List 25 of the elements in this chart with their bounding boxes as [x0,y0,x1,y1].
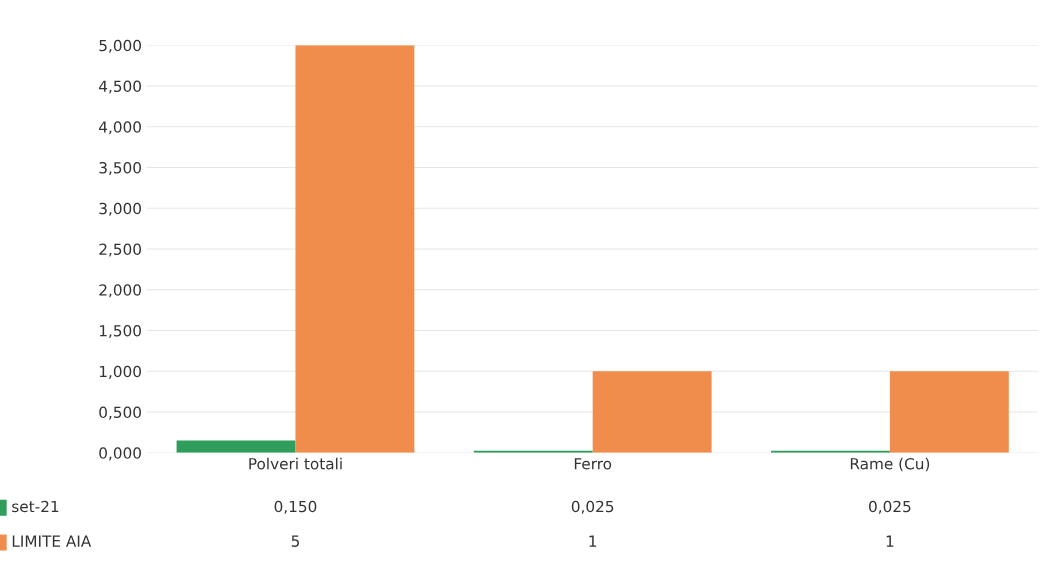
x-tick-label: Ferro [574,458,612,470]
data-label: 5 [291,535,299,547]
y-tick-label: 5,000 [99,39,141,53]
y-tick-label: 2,500 [99,243,141,257]
bar [592,371,712,453]
legend-label: LIMITE AIA [12,535,92,547]
data-label: 0,150 [274,500,317,514]
bar [295,45,415,453]
y-tick-label: 4,500 [99,80,141,94]
x-tick-label: Rame (Cu) [850,457,930,472]
y-tick-label: 0,500 [99,406,141,420]
data-label: 0,025 [571,500,614,514]
bar [889,371,1009,453]
legend-label: set-21 [12,500,59,513]
y-tick-label: 0,000 [99,447,141,461]
y-tick-label: 3,500 [99,162,141,176]
x-tick-label: Polveri totali [249,457,342,470]
y-tick-label: 1,000 [99,365,141,379]
data-label: 0,025 [869,500,911,514]
y-tick-label: 2,000 [99,284,141,298]
y-tick-label: 1,500 [99,325,141,339]
data-label: 1 [886,535,894,547]
data-label: 1 [589,535,597,547]
y-tick-label: 4,000 [99,121,141,135]
y-tick-label: 3,000 [99,202,141,216]
